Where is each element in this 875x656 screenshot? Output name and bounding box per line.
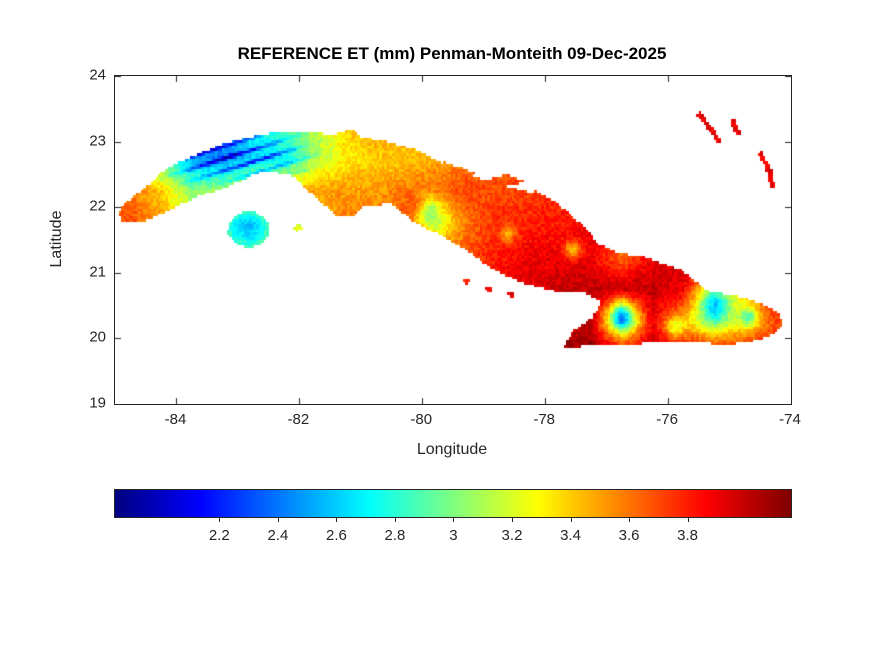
colorbar-tick-mark	[511, 518, 513, 522]
colorbar-tick-label: 3.2	[501, 527, 523, 544]
colorbar-tick-label: 3.6	[618, 527, 640, 544]
x-axis-label: Longitude	[416, 441, 488, 458]
x-tick-label: -76	[656, 411, 678, 428]
y-tick-label: 19	[89, 394, 106, 412]
colorbar-tick-mark	[219, 518, 221, 522]
colorbar-tick-label: 2.2	[208, 527, 230, 544]
cuba-et-heatmap-canvas	[115, 76, 791, 404]
colorbar-tick-mark	[394, 518, 396, 522]
y-axis-label: Latitude	[48, 210, 65, 268]
colorbar-tick-label: 2.6	[325, 527, 347, 544]
colorbar-tick-mark	[453, 518, 455, 522]
colorbar-tick-mark	[629, 518, 631, 522]
colorbar-tick-label: 2.4	[267, 527, 289, 544]
colorbar-tick-mark	[570, 518, 572, 522]
colorbar	[114, 489, 792, 518]
x-tick-label: -84	[164, 411, 187, 428]
colorbar-tick-label: 3.4	[560, 527, 581, 544]
y-tick-label: 22	[89, 197, 106, 215]
plot-area	[114, 75, 792, 405]
colorbar-tick-mark	[336, 518, 338, 522]
colorbar-tick-mark	[687, 518, 689, 522]
colorbar-tick-mark	[277, 518, 279, 522]
colorbar-tick-label: 3	[449, 527, 458, 544]
y-tick-label: 23	[89, 132, 106, 150]
colorbar-canvas	[115, 490, 791, 517]
y-tick-label: 24	[89, 66, 106, 84]
chart-title: REFERENCE ET (mm) Penman-Monteith 09-Dec…	[237, 44, 667, 63]
colorbar-tick-label: 3.8	[677, 527, 698, 544]
x-tick-label: -78	[533, 411, 556, 428]
x-tick-label: -82	[287, 411, 310, 428]
x-tick-label: -80	[410, 411, 433, 428]
colorbar-tick-label: 2.8	[384, 527, 406, 544]
y-tick-label: 20	[89, 328, 106, 346]
x-tick-label: -74	[779, 411, 801, 428]
y-tick-label: 21	[89, 263, 106, 281]
